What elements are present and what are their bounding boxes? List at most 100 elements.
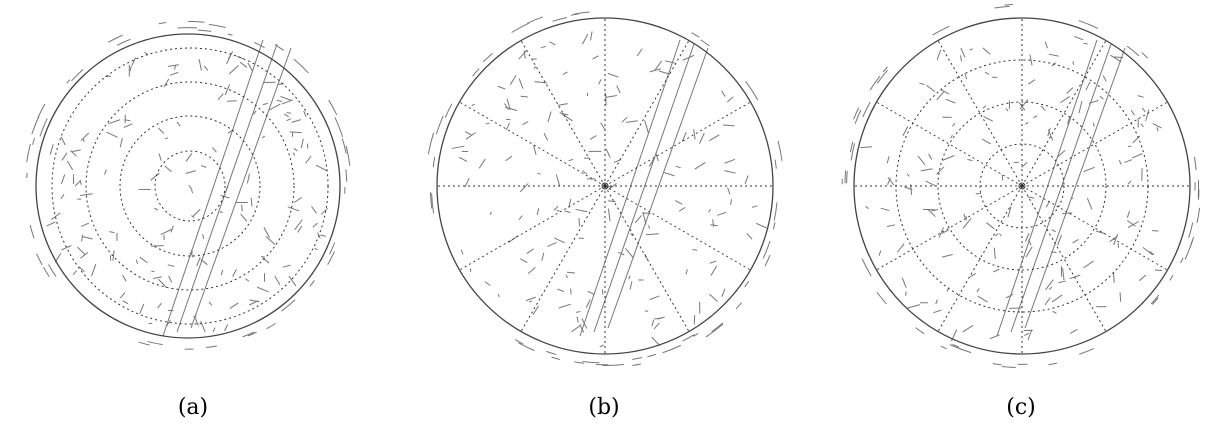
edge [1067,88,1073,94]
edge [91,264,95,276]
edge [1052,295,1062,302]
edge [965,73,967,79]
edge [709,209,711,212]
edge [645,120,649,132]
edge [606,93,607,105]
edge [1024,333,1028,335]
edge [649,225,650,228]
edge [432,193,434,213]
edge [479,159,485,168]
edge [728,187,730,194]
edge [606,148,610,157]
edge [995,6,1010,8]
edge [465,132,471,135]
edge [571,325,581,332]
edge [436,116,443,134]
edge [75,181,80,186]
edge [646,234,659,235]
edge [498,86,506,89]
edge [1124,160,1132,163]
edge [1143,247,1153,254]
edge [908,305,920,308]
edge [725,159,735,163]
edge [1157,127,1158,131]
edge [335,117,343,137]
ring [52,48,328,324]
edge [977,288,979,292]
edge [161,229,172,234]
edge [275,45,284,51]
edge [188,21,204,22]
edge [629,276,631,280]
edge [599,79,602,84]
edge [301,139,303,148]
edge [292,120,301,123]
edge [652,320,654,327]
edge [541,46,546,48]
edge [1142,108,1145,112]
edge [186,171,196,174]
edge [593,56,599,59]
edge [151,173,160,180]
edge [506,156,512,161]
edge [132,57,136,65]
edge [941,346,947,349]
edge [491,212,492,215]
edge [1146,110,1149,121]
edge [346,146,350,166]
edge [866,206,869,208]
edge [574,12,590,14]
edge [228,52,232,60]
edge [752,206,757,208]
edge [1011,44,1111,332]
edge [659,71,670,75]
edge [104,170,106,175]
spoke [521,186,605,331]
edge [554,206,558,210]
edge [40,119,47,137]
edge [778,141,782,161]
edge [986,223,994,229]
edge [879,250,881,255]
edge [675,201,682,205]
edge [123,301,128,304]
edge [902,278,906,288]
edge [1070,329,1077,333]
edge [547,242,556,246]
edge [1141,124,1143,127]
edge [566,275,567,278]
edge [30,225,34,238]
edge [521,96,528,97]
edge [650,296,660,300]
edge [590,31,592,40]
ring [155,151,225,221]
edge [1132,154,1142,158]
edge [159,23,166,24]
edge [1041,106,1045,111]
edge [847,171,848,183]
edge [647,354,656,356]
edge [522,122,528,125]
edge [225,324,228,331]
edge [863,102,870,117]
edge [745,175,748,183]
edge [510,75,516,84]
edge [277,100,283,101]
edge [32,116,39,134]
edge [213,328,215,332]
edge [1073,239,1079,242]
edge [1128,181,1131,184]
spoke [460,186,605,270]
edge [967,159,972,160]
edge [942,255,953,258]
edge [445,104,452,118]
edge [267,323,276,328]
edge [534,145,536,154]
edge [606,95,617,97]
edge [485,282,490,286]
edge [84,139,85,142]
edge [1058,235,1062,245]
edge [556,210,559,211]
edge [1053,311,1057,313]
edge [544,133,548,140]
